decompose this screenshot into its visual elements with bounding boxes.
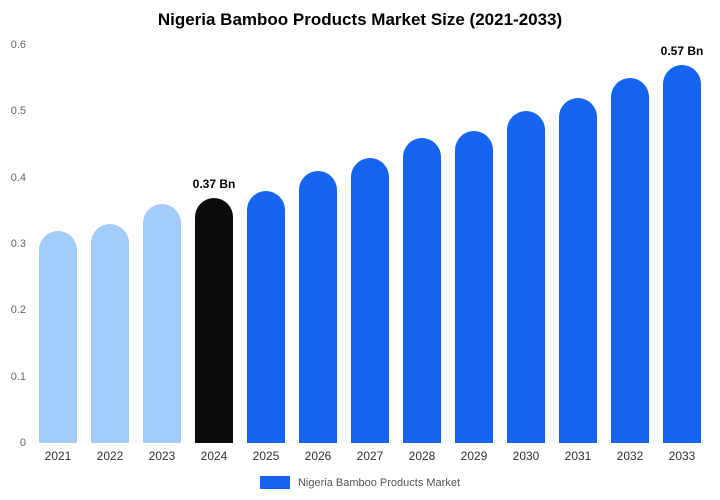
y-tick-0: 0 bbox=[19, 437, 26, 449]
chart-title: Nigeria Bamboo Products Market Size (202… bbox=[157, 10, 563, 29]
y-tick-0.5: 0.5 bbox=[10, 105, 26, 118]
x-tick-2028: 2028 bbox=[408, 449, 436, 463]
y-tick-0.4: 0.4 bbox=[10, 171, 26, 184]
bar-2028 bbox=[403, 137, 441, 443]
bar-2021 bbox=[39, 230, 77, 443]
bar-slot-2025 bbox=[240, 45, 292, 443]
bar-slot-2021 bbox=[32, 45, 84, 443]
bar-slot-2027 bbox=[344, 45, 396, 443]
bar-slot-2029 bbox=[448, 45, 500, 443]
bar-slot-2022 bbox=[84, 45, 136, 443]
x-tick-2023: 2023 bbox=[148, 449, 176, 463]
bar-2030 bbox=[507, 111, 545, 443]
x-tick-2024: 2024 bbox=[200, 449, 228, 463]
x-tick-2022: 2022 bbox=[96, 449, 124, 463]
bar-2031 bbox=[559, 98, 597, 443]
bar-2023 bbox=[143, 204, 181, 443]
bar-slot-2028 bbox=[396, 45, 448, 443]
bar-slot-2032 bbox=[604, 45, 656, 443]
bar-slot-2033: 0.57 Bn bbox=[656, 44, 708, 443]
x-tick-2032: 2032 bbox=[616, 449, 644, 463]
bar-slot-2024: 0.37 Bn bbox=[188, 45, 240, 443]
x-tick-2031: 2031 bbox=[564, 449, 592, 463]
data-label-2024: 0.37 Bn bbox=[192, 176, 236, 191]
legend-swatch bbox=[259, 476, 290, 489]
x-tick-2029: 2029 bbox=[460, 449, 488, 463]
bar-2022 bbox=[91, 224, 129, 443]
y-tick-0.2: 0.2 bbox=[10, 304, 26, 317]
bar-2029 bbox=[455, 131, 493, 443]
legend: Nigeria Bamboo Products Market bbox=[0, 476, 720, 489]
x-tick-2026: 2026 bbox=[304, 449, 332, 463]
bar-slot-2030 bbox=[500, 45, 552, 443]
y-tick-0.6: 0.6 bbox=[10, 39, 26, 51]
x-tick-2021: 2021 bbox=[44, 449, 72, 463]
bar-2033: 0.57 Bn bbox=[661, 44, 703, 443]
x-tick-2025: 2025 bbox=[252, 449, 280, 463]
bar-2027 bbox=[351, 157, 389, 443]
bar-slot-2031 bbox=[552, 45, 604, 443]
bar-slot-2026 bbox=[292, 45, 344, 443]
plot-area: 0.37 Bn 0.57 Bn bbox=[32, 44, 708, 443]
y-tick-0.1: 0.1 bbox=[10, 370, 26, 383]
x-axis: 2021 2022 2023 2024 2025 2026 2027 2028 2029 2030… bbox=[32, 449, 708, 463]
y-axis: 0 0.1 0.2 0.3 0.4 0.5 0.6 bbox=[0, 0, 28, 500]
bar-2025 bbox=[247, 190, 285, 443]
bar-2026 bbox=[299, 171, 337, 443]
x-tick-2033: 2033 bbox=[668, 449, 696, 463]
y-tick-0.3: 0.3 bbox=[10, 238, 26, 250]
x-tick-2030: 2030 bbox=[512, 449, 540, 463]
x-tick-2027: 2027 bbox=[356, 449, 384, 463]
legend-label: Nigeria Bamboo Products Market bbox=[297, 476, 460, 489]
data-label-2033: 0.57 Bn bbox=[660, 43, 704, 58]
bar-2024: 0.37 Bn bbox=[193, 177, 235, 443]
bar-2032 bbox=[611, 78, 649, 443]
bar-slot-2023 bbox=[136, 45, 188, 443]
